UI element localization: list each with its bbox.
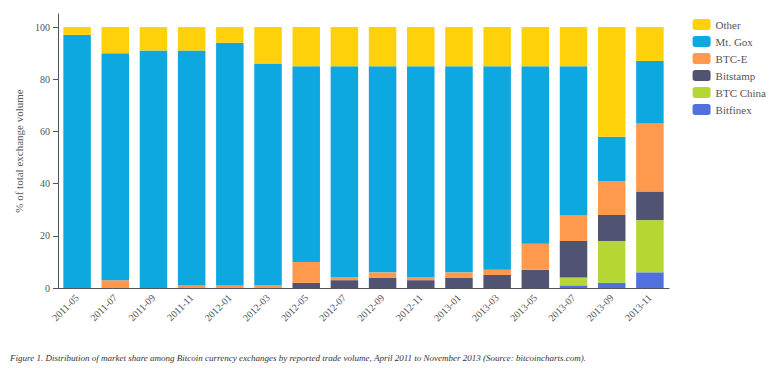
svg-text:2011-05: 2011-05 (50, 292, 81, 323)
svg-text:2011-07: 2011-07 (88, 292, 119, 323)
svg-text:0: 0 (45, 283, 50, 294)
svg-text:BTC China: BTC China (716, 87, 767, 99)
svg-text:2013-09: 2013-09 (584, 292, 615, 323)
svg-text:100: 100 (35, 22, 50, 33)
svg-text:Other: Other (716, 19, 741, 31)
svg-text:2013-11: 2013-11 (623, 292, 654, 323)
svg-text:2013-07: 2013-07 (546, 292, 577, 323)
svg-text:2011-11: 2011-11 (165, 292, 196, 323)
svg-text:Bitfinex: Bitfinex (716, 104, 753, 116)
svg-text:2013-05: 2013-05 (508, 292, 539, 323)
svg-text:2013-01: 2013-01 (432, 292, 463, 323)
svg-text:2012-01: 2012-01 (202, 292, 233, 323)
svg-text:20: 20 (40, 230, 50, 241)
svg-text:2013-03: 2013-03 (470, 292, 501, 323)
svg-text:2011-09: 2011-09 (126, 292, 157, 323)
svg-text:Bitstamp: Bitstamp (716, 70, 756, 82)
svg-text:2012-07: 2012-07 (317, 292, 348, 323)
svg-text:60: 60 (40, 126, 50, 137)
svg-text:2012-11: 2012-11 (394, 292, 425, 323)
svg-text:2012-05: 2012-05 (279, 292, 310, 323)
svg-text:80: 80 (40, 74, 50, 85)
svg-text:% of total exchange volume: % of total exchange volume (13, 89, 25, 213)
svg-text:2012-03: 2012-03 (241, 292, 272, 323)
svg-text:Figure 1. Distribution of mark: Figure 1. Distribution of market share a… (9, 353, 586, 363)
svg-text:40: 40 (40, 178, 50, 189)
svg-text:BTC-E: BTC-E (716, 53, 748, 65)
svg-text:2012-09: 2012-09 (355, 292, 386, 323)
svg-text:Mt. Gox: Mt. Gox (716, 36, 754, 48)
